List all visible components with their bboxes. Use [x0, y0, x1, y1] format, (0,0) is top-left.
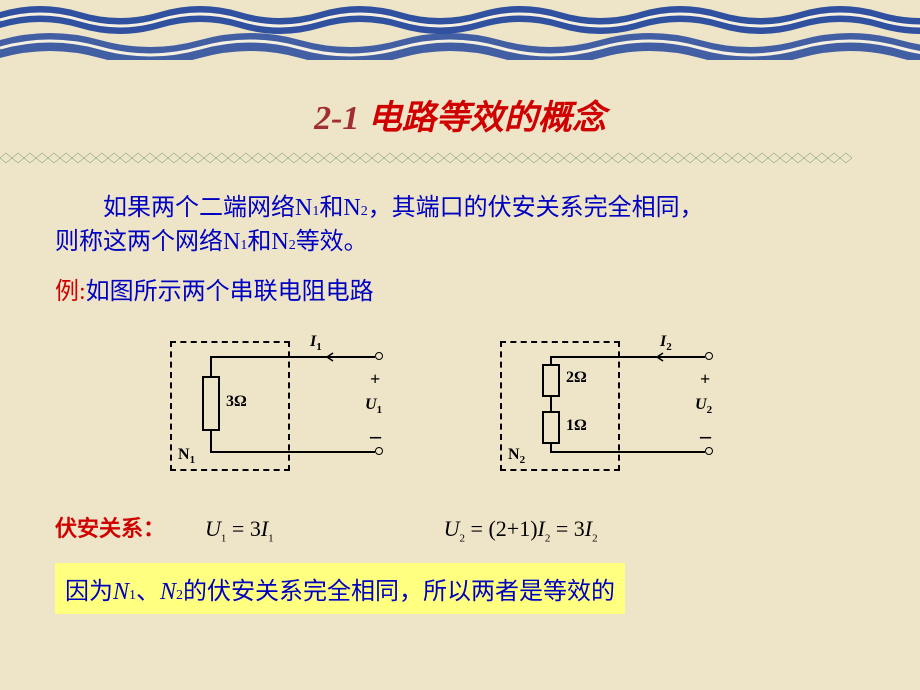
- intro-paragraph: 如果两个二端网络N1和N2，其端口的伏安关系完全相同，: [55, 192, 865, 226]
- n2-label: N2: [508, 446, 525, 466]
- section-number: 2-1: [314, 100, 359, 137]
- minus-1: –: [370, 423, 381, 449]
- equation-2: U2 = (2+1)I2 = 3I2: [444, 516, 598, 544]
- equation-1: U1 = 3I1: [205, 516, 274, 544]
- decorative-wave-top: [0, 0, 920, 60]
- circuit-n2: 2Ω 1Ω I2 + U2 – N2: [500, 331, 750, 481]
- conclusion: 因为N1、N2的伏安关系完全相同，所以两者是等效的: [55, 563, 625, 614]
- r2b-label: 1Ω: [566, 417, 587, 435]
- example-text: 如图所示两个串联电阻电路: [86, 279, 374, 305]
- n1-label: N1: [178, 446, 195, 466]
- relations-row: 伏安关系： U1 = 3I1 U2 = (2+1)I2 = 3I2: [55, 511, 865, 544]
- intro-paragraph-2: 则称这两个网络N1和N2等效。: [55, 226, 865, 260]
- example-label: 例:: [55, 279, 86, 305]
- r1-label: 3Ω: [226, 393, 247, 411]
- u2-label: U2: [695, 396, 712, 416]
- plus-2: +: [700, 369, 710, 390]
- circuit-n1: 3Ω I1 + U1 – N1: [170, 331, 420, 481]
- u1-label: U1: [365, 396, 382, 416]
- decorative-divider: diamonds: [0, 149, 860, 167]
- minus-2: –: [700, 423, 711, 449]
- section-text: 电路等效的概念: [368, 100, 606, 137]
- example-line: 例:如图所示两个串联电阻电路: [55, 271, 865, 306]
- plus-1: +: [370, 369, 380, 390]
- i1-label: I1: [310, 333, 322, 353]
- r2a-label: 2Ω: [566, 369, 587, 387]
- relations-label: 伏安关系：: [55, 511, 165, 543]
